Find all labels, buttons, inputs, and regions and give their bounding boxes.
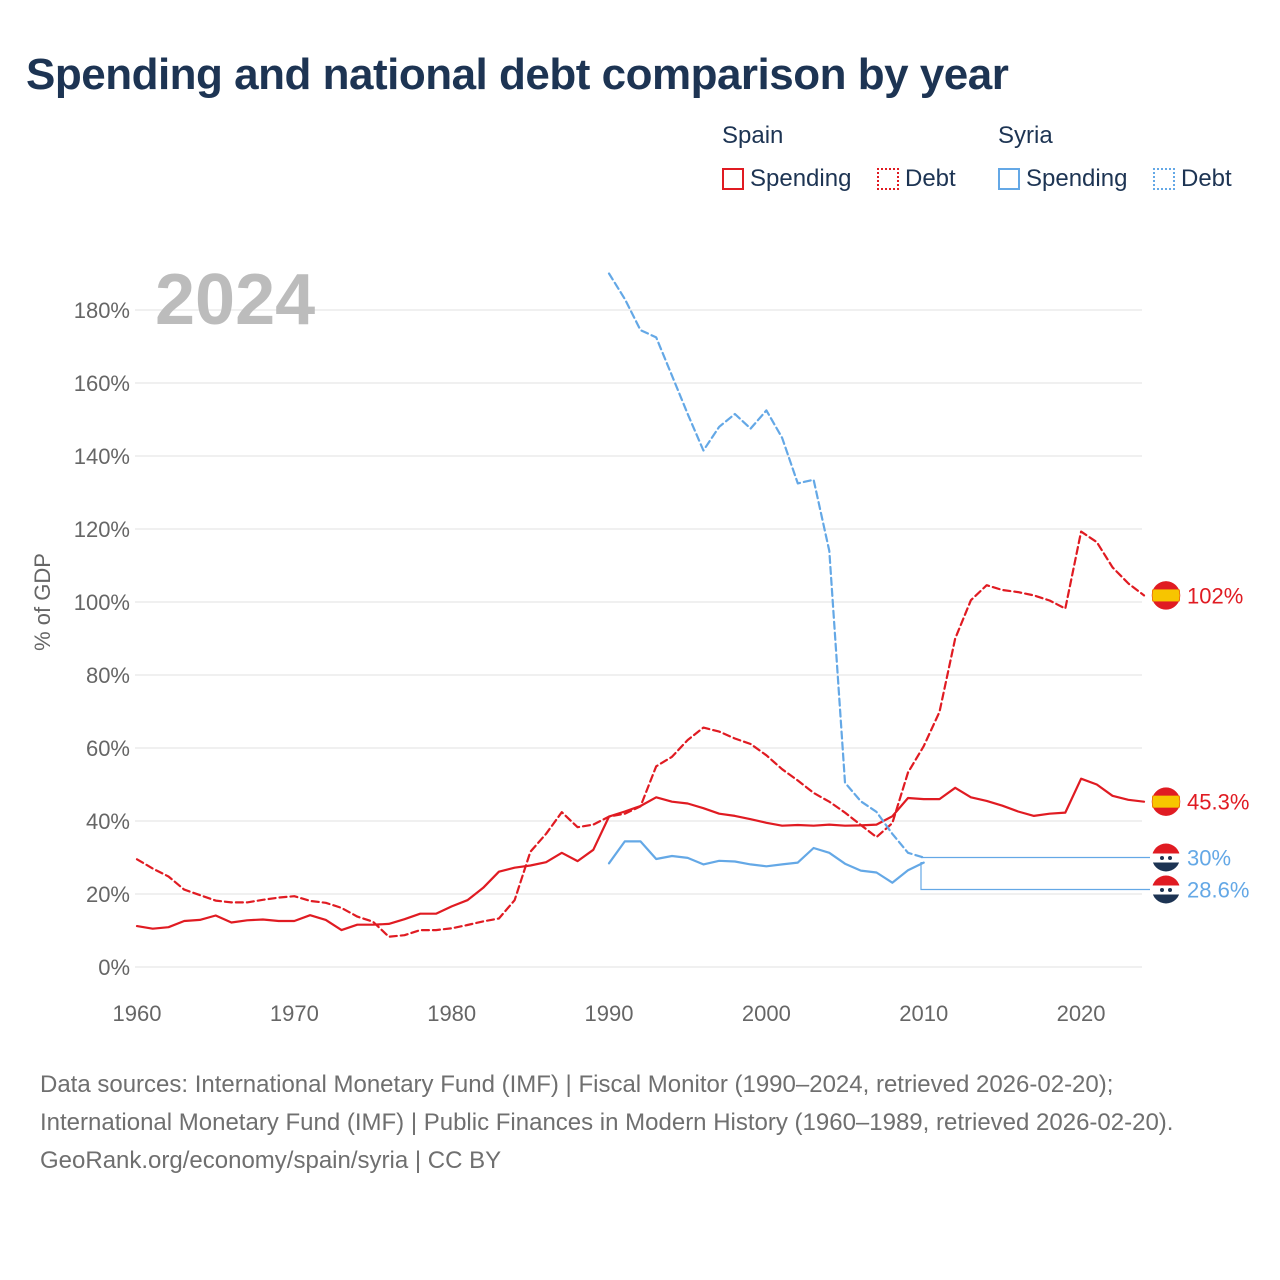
legend-item-spain-spending[interactable]: Spending [722,164,851,194]
x-tick-label: 2020 [1057,1001,1106,1026]
legend: Spain Syria Spending Debt Spending Debt [0,122,1280,202]
credit-link[interactable]: GeoRank.org/economy/spain/syria | CC BY [40,1147,502,1174]
end-marker-spain-spending: 45.3% [1151,787,1249,816]
legend-country-spain: Spain [722,122,784,149]
end-value-label: 102% [1187,583,1243,608]
y-tick-label: 0% [98,955,130,980]
x-tick-label: 2000 [742,1001,791,1026]
y-tick-label: 80% [86,663,130,688]
y-tick-label: 20% [86,882,130,907]
gridlines [135,309,1142,968]
year-label: 2024 [155,260,315,340]
end-marker-syria-debt: 30% [921,843,1231,872]
chart-title: Spending and national debt comparison by… [26,50,1009,99]
end-marker-syria-spending: 28.6% [920,861,1249,904]
x-tick-label: 1990 [585,1001,634,1026]
legend-label: Debt [1181,165,1232,192]
y-tick-label: 100% [74,590,130,615]
y-tick-label: 40% [86,809,130,834]
x-tick-label: 1970 [270,1001,319,1026]
legend-label: Spending [1026,165,1128,192]
legend-country-syria: Syria [998,122,1053,149]
x-axis-ticks: 1960 1970 1980 1990 2000 2010 2020 [113,1001,1106,1026]
legend-swatch-dotted-icon [1153,168,1175,190]
data-sources: Data sources: International Monetary Fun… [40,1071,1174,1136]
spain-flag-icon [1151,581,1181,610]
y-tick-label: 160% [74,371,130,396]
series-line-spain-spending[interactable] [135,777,1146,932]
series-line-spain-debt[interactable] [135,530,1146,938]
label-connector [920,861,1150,891]
y-tick-label: 60% [86,736,130,761]
legend-swatch-dotted-icon [877,168,899,190]
legend-item-syria-debt[interactable]: Debt [1153,164,1232,194]
syria-flag-icon [1152,843,1180,872]
end-markers: 102% 45.3% 30% 28.6% [920,581,1249,904]
x-tick-label: 2010 [899,1001,948,1026]
legend-label: Spending [750,165,852,192]
y-tick-label: 180% [74,298,130,323]
end-value-label: 45.3% [1187,790,1249,815]
end-marker-spain-debt: 102% [1151,581,1243,610]
series-line-syria-spending[interactable] [607,840,925,884]
x-tick-label: 1980 [427,1001,476,1026]
x-tick-label: 1960 [113,1001,162,1026]
legend-swatch-solid-icon [722,168,744,190]
spain-flag-icon [1151,787,1181,816]
legend-label: Debt [905,165,956,192]
y-axis-ticks: 0% 20% 40% 60% 80% 100% 120% 140% 160% 180% [74,298,130,980]
legend-item-syria-spending[interactable]: Spending [998,164,1127,194]
legend-item-spain-debt[interactable]: Debt [877,164,956,194]
y-tick-label: 120% [74,517,130,542]
end-value-label: 28.6% [1187,878,1249,903]
legend-swatch-solid-icon [998,168,1020,190]
series-line-syria-debt[interactable] [607,272,925,859]
syria-flag-icon [1152,875,1180,904]
series-lines [135,272,1146,938]
line-chart: 0%20%40%60%80%100%120%140%160%180% 1960 1… [30,260,1249,1026]
y-tick-label: 140% [74,444,130,469]
y-axis-label: % of GDP [30,553,55,651]
end-value-label: 30% [1187,846,1231,871]
footer: Data sources: International Monetary Fun… [40,1066,1240,1180]
